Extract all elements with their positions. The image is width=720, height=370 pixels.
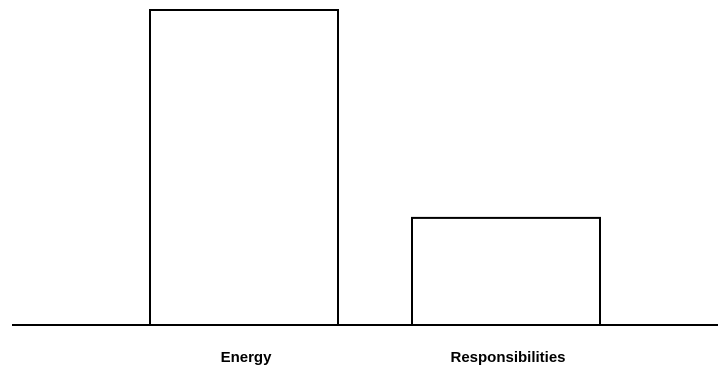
- category-label-energy: Energy: [221, 349, 273, 366]
- category-label-responsibilities: Responsibilities: [450, 349, 565, 366]
- bar-group: [149, 9, 601, 326]
- bar-responsibilities: [411, 216, 601, 326]
- bar-energy: [149, 9, 339, 326]
- category-label-group: Energy Responsibilities: [221, 349, 566, 366]
